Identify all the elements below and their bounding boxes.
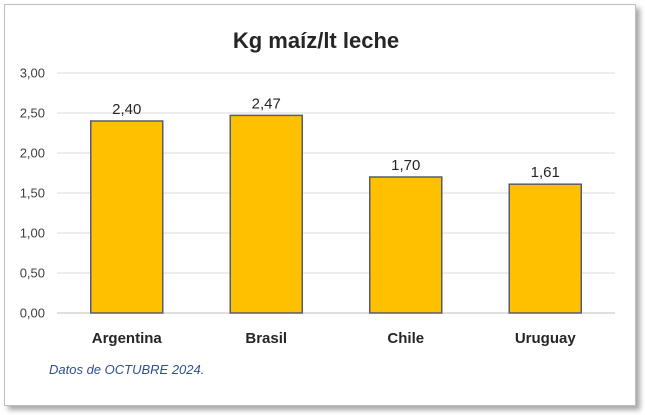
y-tick-label: 2,50 <box>20 106 45 121</box>
y-tick-label: 0,00 <box>20 306 45 321</box>
bar <box>229 114 303 314</box>
y-tick-label: 1,00 <box>20 226 45 241</box>
bar <box>508 183 582 314</box>
bars <box>90 114 582 314</box>
y-tick-label: 1,50 <box>20 186 45 201</box>
category-label: Argentina <box>92 330 163 347</box>
chart-card: Kg maíz/lt leche 0,00 0,50 1,00 1,50 2,00 2,5… <box>4 4 636 406</box>
y-axis-ticks: 0,00 0,50 1,00 1,50 2,00 2,50 3,00 <box>20 66 45 321</box>
data-labels: 2,40 2,47 1,70 1,61 <box>112 95 560 181</box>
bar <box>90 120 164 314</box>
data-label: 2,47 <box>252 95 281 112</box>
footnote: Datos de OCTUBRE 2024. <box>49 362 204 377</box>
data-label: 1,70 <box>391 157 420 174</box>
data-label: 1,61 <box>531 164 560 181</box>
category-label: Chile <box>387 330 424 347</box>
category-label: Brasil <box>245 330 287 347</box>
y-tick-label: 0,50 <box>20 266 45 281</box>
bar <box>369 176 443 314</box>
category-label: Uruguay <box>515 330 577 347</box>
y-tick-label: 2,00 <box>20 146 45 161</box>
chart-title: Kg maíz/lt leche <box>233 28 399 53</box>
data-label: 2,40 <box>112 101 141 118</box>
x-axis-categories: Argentina Brasil Chile Uruguay <box>92 330 577 347</box>
bar-chart: Kg maíz/lt leche 0,00 0,50 1,00 1,50 2,00 2,5… <box>20 28 615 377</box>
y-tick-label: 3,00 <box>20 66 45 81</box>
